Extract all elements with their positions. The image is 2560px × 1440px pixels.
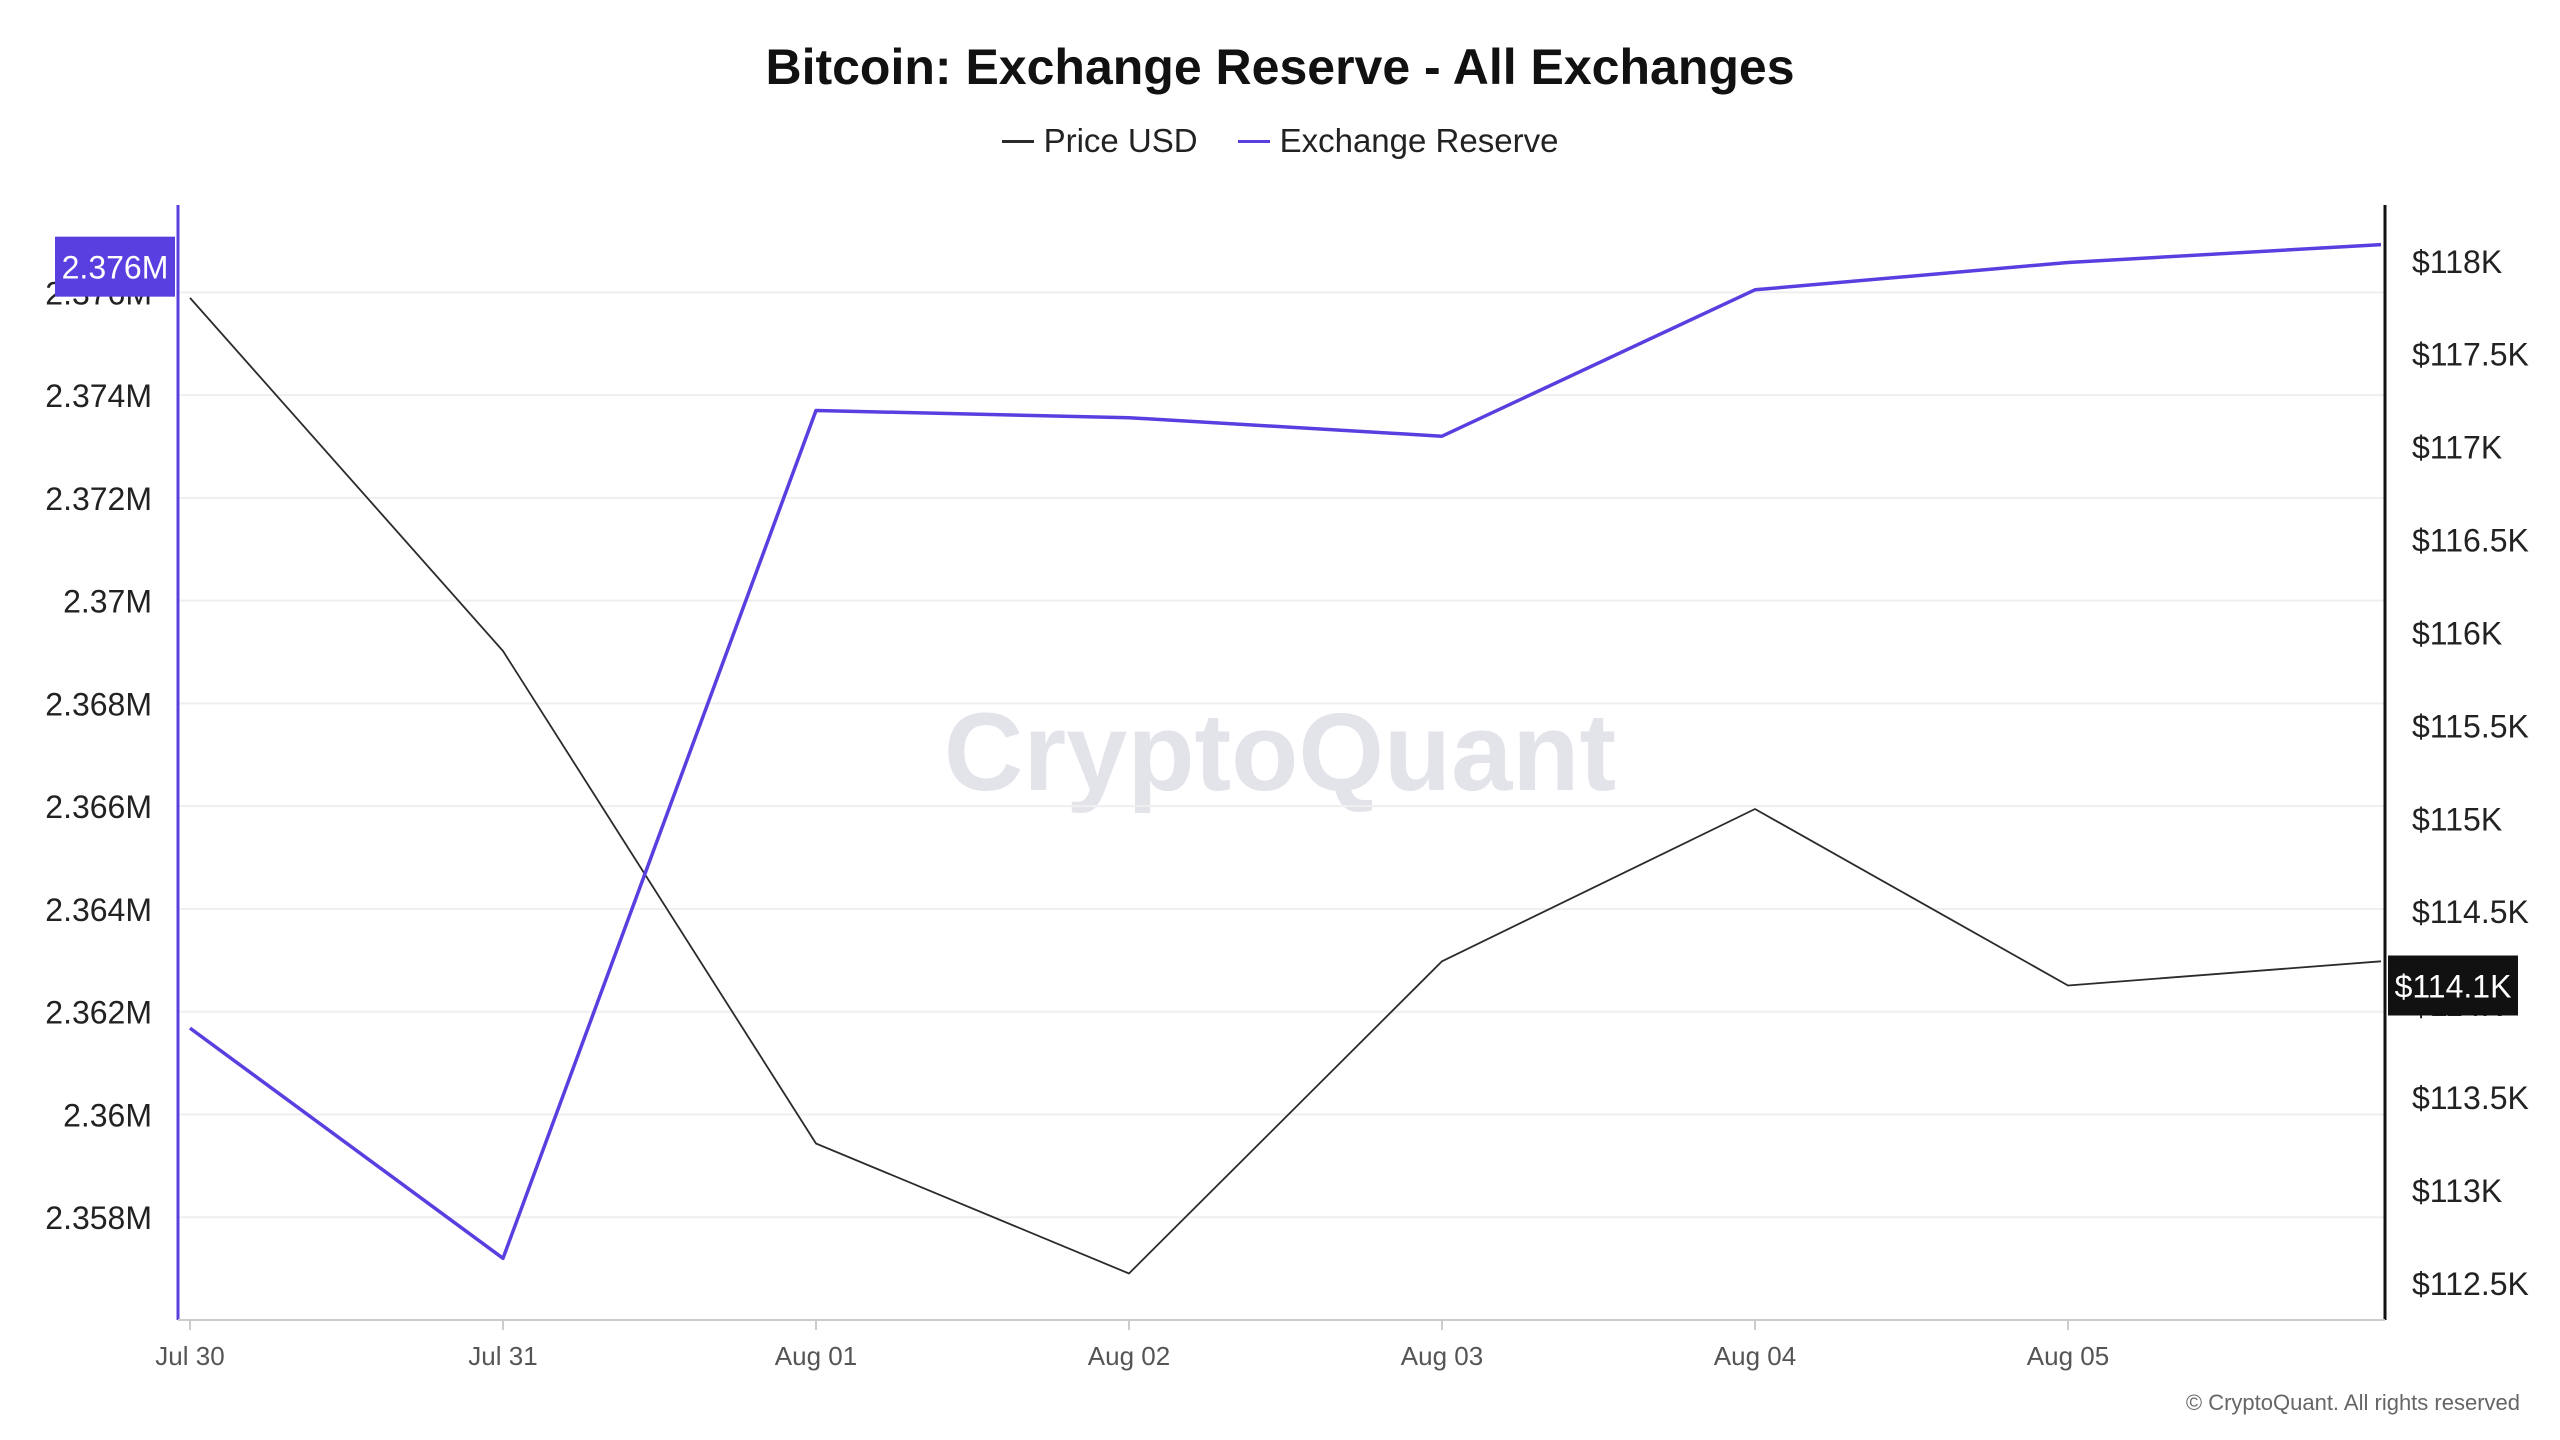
copyright-notice: © CryptoQuant. All rights reserved [2185,1390,2520,1415]
y-left-tick-label: 2.37M [63,584,152,620]
y-left-tick-label: 2.358M [45,1200,152,1236]
legend-item-price[interactable]: Price USD [1001,122,1198,160]
legend: Price USD Exchange Reserve [0,122,2560,160]
y-right-tick-label: $117K [2412,430,2502,466]
legend-label-price: Price USD [1043,122,1198,159]
y-right-tick-label: $117.5K [2412,337,2529,373]
y-right-tick-label: $116K [2412,615,2502,651]
x-tick-label: Aug 01 [775,1341,857,1371]
y-right-tick-label: $112.5K [2412,1266,2529,1302]
x-tick-label: Jul 30 [155,1341,224,1371]
y-left-tick-label: 2.366M [45,789,152,825]
watermark-text: CryptoQuant [944,691,1616,814]
left-value-badge [55,236,175,297]
legend-swatch-reserve [1237,139,1270,143]
y-right-tick-label: $115K [2412,801,2502,837]
y-left-tick-label: 2.364M [45,892,152,928]
exchange-reserve-line[interactable] [188,242,2382,1261]
y-right-tick-label: $118K [2412,244,2502,280]
legend-item-reserve[interactable]: Exchange Reserve [1237,122,1559,160]
left-value-badge-label: 2.376M [62,250,169,286]
y-left-tick-label: 2.362M [45,995,152,1031]
price-usd-line[interactable] [189,297,2382,1275]
y-right-tick-label: $116.5K [2412,523,2529,559]
x-tick-label: Aug 04 [1714,1341,1796,1371]
y-left-tick-label: 2.368M [45,686,152,722]
y-right-tick-label: $115.5K [2412,708,2529,744]
right-value-badge [2388,955,2518,1016]
x-tick-label: Aug 02 [1088,1341,1170,1371]
x-tick-label: Aug 03 [1401,1341,1483,1371]
y-left-tick-label: 2.372M [45,481,152,517]
x-tick-label: Aug 05 [2027,1341,2109,1371]
chart-title: Bitcoin: Exchange Reserve - All Exchange… [765,39,1795,95]
y-right-tick-label: $113.5K [2412,1080,2529,1116]
y-right-tick-label: $113K [2412,1173,2502,1209]
y-left-tick-label: 2.374M [45,378,152,414]
legend-swatch-price [1001,139,1034,143]
legend-label-reserve: Exchange Reserve [1279,122,1559,159]
y-left-tick-label: 2.36M [63,1097,152,1133]
y-right-tick-label: $114.5K [2412,894,2529,930]
x-tick-label: Jul 31 [468,1341,537,1371]
right-value-badge-label: $114.1K [2395,969,2512,1005]
